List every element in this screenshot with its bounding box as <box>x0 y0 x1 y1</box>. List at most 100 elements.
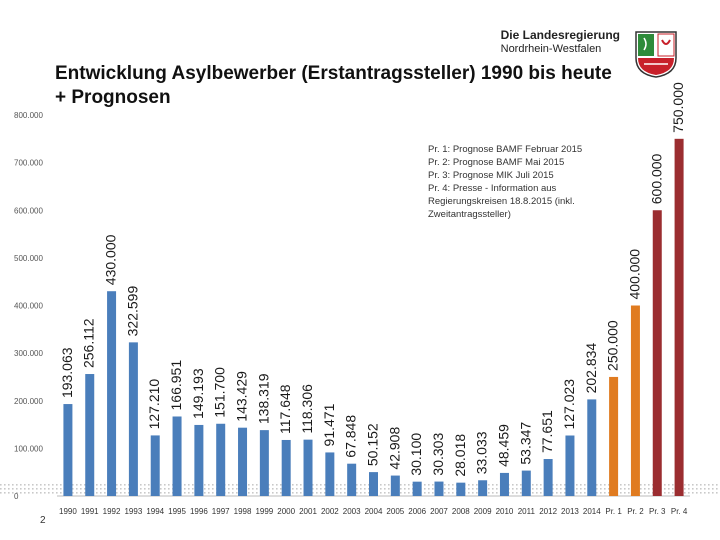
x-tick-label: 2012 <box>539 507 557 516</box>
x-tick-label: 2004 <box>365 507 383 516</box>
bar <box>281 439 291 496</box>
data-label: 48.459 <box>495 424 511 467</box>
x-tick-label: 2011 <box>518 507 536 516</box>
bar <box>609 376 619 496</box>
x-tick-label: 1995 <box>168 507 186 516</box>
data-label: 42.908 <box>386 427 402 470</box>
logo-line-1: Die Landesregierung <box>500 28 620 42</box>
data-label: 322.599 <box>124 286 140 337</box>
x-tick-label: 1999 <box>255 507 273 516</box>
data-label: 77.651 <box>539 410 555 453</box>
x-tick-label: 2000 <box>277 507 295 516</box>
data-label: 33.033 <box>474 431 490 474</box>
bar <box>107 291 117 496</box>
x-tick-label: 2003 <box>343 507 361 516</box>
bar <box>216 423 226 496</box>
y-tick-label: 0 <box>14 492 19 501</box>
x-tick-label: 1994 <box>146 507 164 516</box>
data-label: 430.000 <box>103 234 119 285</box>
bar <box>674 138 684 496</box>
y-tick-label: 500.000 <box>14 254 43 263</box>
prognose-legend: Pr. 1: Prognose BAMF Februar 2015 Pr. 2:… <box>428 143 603 221</box>
data-label: 600.000 <box>648 153 664 204</box>
data-label: 400.000 <box>626 249 642 300</box>
bar <box>456 482 466 496</box>
data-label: 138.319 <box>255 373 271 424</box>
y-tick-label: 800.000 <box>14 111 43 120</box>
logo-line-2: Nordrhein-Westfalen <box>500 43 602 55</box>
x-tick-label: 1998 <box>234 507 252 516</box>
x-tick-label: Pr. 4 <box>671 507 688 516</box>
legend-note: Pr. 4: Presse - Information aus Regierun… <box>428 183 575 220</box>
legend-note: Pr. 2: Prognose BAMF Mai 2015 <box>428 157 565 168</box>
legend-note: Pr. 3: Prognose MIK Juli 2015 <box>428 170 554 181</box>
y-tick-label: 400.000 <box>14 302 43 311</box>
x-tick-label: 2014 <box>583 507 601 516</box>
data-label: 750.000 <box>670 82 686 133</box>
data-label: 143.429 <box>234 371 250 422</box>
data-label: 193.063 <box>59 347 75 398</box>
data-label: 256.112 <box>81 318 97 368</box>
x-tick-label: 1991 <box>81 507 99 516</box>
data-label: 127.023 <box>561 379 577 430</box>
x-tick-label: 2002 <box>321 507 339 516</box>
data-label: 250.000 <box>605 320 621 371</box>
bar <box>587 399 597 496</box>
data-label: 127.210 <box>146 379 162 430</box>
bar <box>172 416 182 496</box>
bar <box>128 342 138 496</box>
government-logo-text: Die Landesregierung Nordrhein-Westfalen <box>501 28 620 56</box>
bar <box>85 374 95 496</box>
x-tick-label: 2013 <box>561 507 579 516</box>
x-tick-label: 2007 <box>430 507 448 516</box>
bar <box>565 435 575 496</box>
y-tick-label: 200.000 <box>14 397 43 406</box>
data-label: 151.700 <box>212 367 228 418</box>
x-tick-label: 2005 <box>386 507 404 516</box>
x-tick-label: 1997 <box>212 507 230 516</box>
chart-title: Entwicklung Asylbewerber (Erstantragsste… <box>55 63 612 108</box>
data-label: 67.848 <box>343 415 359 458</box>
x-tick-label: Pr. 2 <box>627 507 644 516</box>
y-tick-label: 700.000 <box>14 159 43 168</box>
bar <box>630 305 640 496</box>
page-number: 2 <box>40 515 46 526</box>
x-tick-label: 1990 <box>59 507 77 516</box>
x-tick-label: Pr. 3 <box>649 507 666 516</box>
legend-note: Pr. 1: Prognose BAMF Februar 2015 <box>428 144 583 155</box>
bar <box>434 481 444 496</box>
bar <box>412 481 422 496</box>
x-tick-label: Pr. 1 <box>605 507 622 516</box>
x-tick-label: 1996 <box>190 507 208 516</box>
data-label: 50.152 <box>365 423 381 466</box>
x-tick-label: 1992 <box>103 507 121 516</box>
bar <box>652 210 662 496</box>
bar <box>303 439 313 496</box>
data-label: 53.347 <box>517 422 533 465</box>
bar <box>63 404 73 496</box>
x-tick-label: 2008 <box>452 507 470 516</box>
data-label: 91.471 <box>321 403 337 446</box>
x-tick-label: 2001 <box>299 507 317 516</box>
data-label: 166.951 <box>168 360 184 411</box>
bar <box>150 435 160 496</box>
bar <box>259 430 269 496</box>
x-tick-label: 2010 <box>496 507 514 516</box>
data-label: 28.018 <box>452 434 468 477</box>
data-label: 30.303 <box>430 433 446 476</box>
bar <box>369 472 378 496</box>
data-label: 202.834 <box>583 343 599 394</box>
bar <box>478 480 488 496</box>
bar <box>347 463 357 496</box>
bar <box>390 475 400 496</box>
bar <box>325 452 335 496</box>
data-label: 30.100 <box>408 433 424 476</box>
nrw-crest-icon <box>635 31 677 78</box>
bar <box>543 459 553 496</box>
bar <box>238 427 248 496</box>
data-label: 149.193 <box>190 368 206 419</box>
y-tick-label: 600.000 <box>14 206 43 215</box>
x-tick-label: 1993 <box>124 507 142 516</box>
bar <box>521 470 531 496</box>
data-label: 117.648 <box>277 384 293 434</box>
